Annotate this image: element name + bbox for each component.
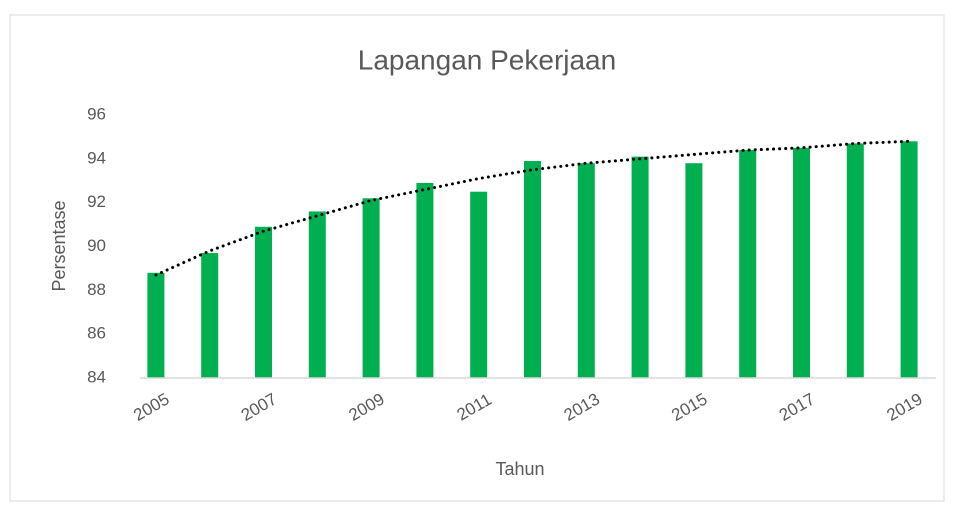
x-axis-title: Tahun bbox=[495, 459, 544, 479]
y-tick-label: 86 bbox=[87, 324, 106, 343]
bar bbox=[147, 272, 165, 378]
trendline bbox=[154, 139, 911, 277]
bar bbox=[362, 198, 380, 378]
bar bbox=[846, 143, 864, 378]
bar bbox=[900, 141, 918, 378]
y-tick-label: 96 bbox=[87, 104, 106, 123]
y-tick-label: 92 bbox=[87, 192, 106, 211]
bar bbox=[631, 156, 649, 378]
bar bbox=[685, 163, 703, 378]
y-axis-title: Persentase bbox=[49, 200, 69, 291]
bar bbox=[793, 147, 810, 378]
bar bbox=[470, 191, 488, 378]
bar bbox=[739, 150, 757, 378]
bar bbox=[577, 163, 595, 378]
bar bbox=[201, 253, 219, 378]
bar bbox=[308, 211, 326, 378]
bar bbox=[524, 161, 541, 378]
y-tick-label: 84 bbox=[87, 367, 106, 386]
y-tick-label: 90 bbox=[87, 236, 106, 255]
y-tick-label: 88 bbox=[87, 280, 106, 299]
y-tick-label: 94 bbox=[87, 148, 106, 167]
bar bbox=[416, 182, 434, 378]
bar bbox=[255, 226, 272, 378]
chart-title: Lapangan Pekerjaan bbox=[358, 44, 616, 75]
